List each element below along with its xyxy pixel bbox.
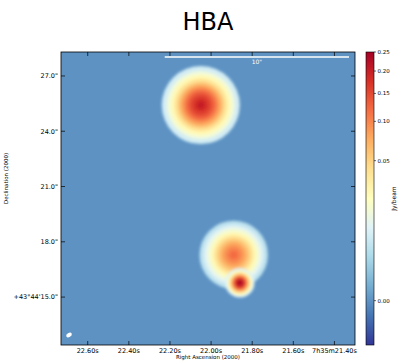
x-tick <box>334 52 335 56</box>
y-tick <box>61 241 65 242</box>
source-level <box>221 242 247 268</box>
source-level <box>197 101 204 108</box>
x-tick <box>293 341 294 345</box>
x-tick <box>252 341 253 345</box>
y-axis-title: Declination (2000) <box>3 153 9 204</box>
x-tick <box>87 341 88 345</box>
colorbar-tick-label: 0.25 <box>378 49 391 55</box>
x-tick <box>211 52 212 56</box>
colorbar-tick-label: 0.15 <box>378 90 391 96</box>
plot-area <box>61 52 355 345</box>
x-tick <box>334 341 335 345</box>
source-level <box>233 276 246 289</box>
source-level <box>191 95 211 115</box>
source-peak <box>238 281 241 284</box>
title: HBA <box>183 8 235 36</box>
source-level <box>186 90 216 120</box>
y-tick <box>61 131 65 132</box>
source-level <box>188 93 213 118</box>
x-tick-label: 21.60s <box>282 347 305 355</box>
source-level <box>228 272 251 295</box>
source-level <box>236 279 243 286</box>
source-level <box>214 235 254 275</box>
x-tick-label: 7h35m21.40s <box>312 347 357 355</box>
source-peak <box>197 101 204 108</box>
y-tick-label: 21.0" <box>41 183 58 191</box>
source-level <box>219 240 249 270</box>
x-axis-title: Right Ascension (2000) <box>176 354 240 361</box>
x-tick <box>252 52 253 56</box>
x-tick <box>128 52 129 56</box>
y-tick-label: 18.0" <box>41 238 58 246</box>
source-level <box>174 79 227 132</box>
source-level <box>232 275 247 290</box>
y-tick-label: 27.0" <box>41 72 58 80</box>
y-tick-label: 24.0" <box>41 128 58 136</box>
colorbar-tick-label: 0.20 <box>378 68 391 74</box>
figure: HBA10"22.60s22.40s22.20s22.00s21.80s21.6… <box>0 0 402 362</box>
x-tick <box>211 341 212 345</box>
y-tick <box>61 297 65 298</box>
colorbar-tick <box>374 121 376 122</box>
source-level <box>239 282 242 285</box>
source-level <box>228 249 240 261</box>
source-level <box>230 273 250 293</box>
beam <box>65 332 72 338</box>
frame <box>61 52 355 345</box>
scale-bar-label: 10" <box>252 58 263 65</box>
source-level <box>170 75 231 136</box>
source-level <box>183 88 218 123</box>
source-level <box>231 252 237 258</box>
colorbar-tick-label: 0.05 <box>378 158 391 164</box>
source-level <box>235 278 244 287</box>
colorbar-tick <box>374 93 376 94</box>
y-tick <box>351 75 355 76</box>
source-level <box>167 71 235 139</box>
x-tick <box>169 52 170 56</box>
source-level <box>225 268 254 297</box>
x-tick-label: 21.80s <box>241 347 264 355</box>
colorbar-label: Jy/beam <box>390 186 398 212</box>
x-tick-label: 22.60s <box>77 347 100 355</box>
source-level <box>223 244 245 266</box>
source-level <box>237 280 242 285</box>
x-tick <box>169 341 170 345</box>
colorbar-tick-label: 0.00 <box>378 298 391 304</box>
colorbar-tick <box>374 71 376 72</box>
colorbar-tick-label: 0.10 <box>378 118 391 124</box>
x-tick <box>128 341 129 345</box>
source-level <box>194 98 208 112</box>
y-tick <box>351 186 355 187</box>
y-tick <box>351 241 355 242</box>
background <box>61 52 355 345</box>
x-tick-label: 22.40s <box>118 347 141 355</box>
sources <box>162 66 268 298</box>
y-tick <box>351 297 355 298</box>
source-level <box>181 85 221 125</box>
colorbar-tick <box>374 300 376 301</box>
colorbar-tick <box>374 160 376 161</box>
colorbar <box>366 52 374 345</box>
source-level <box>231 274 248 291</box>
source-level <box>178 82 224 128</box>
source-level <box>216 237 251 272</box>
source-peak <box>230 252 236 258</box>
source-level <box>227 270 252 295</box>
source-level <box>225 246 242 263</box>
x-tick <box>87 52 88 56</box>
y-tick-label: +43°44'15.0" <box>14 293 59 301</box>
source-level <box>234 277 245 288</box>
source-level <box>162 66 240 144</box>
y-tick <box>61 75 65 76</box>
x-tick <box>293 52 294 56</box>
y-tick <box>351 131 355 132</box>
colorbar-tick <box>374 52 376 53</box>
y-tick <box>61 186 65 187</box>
